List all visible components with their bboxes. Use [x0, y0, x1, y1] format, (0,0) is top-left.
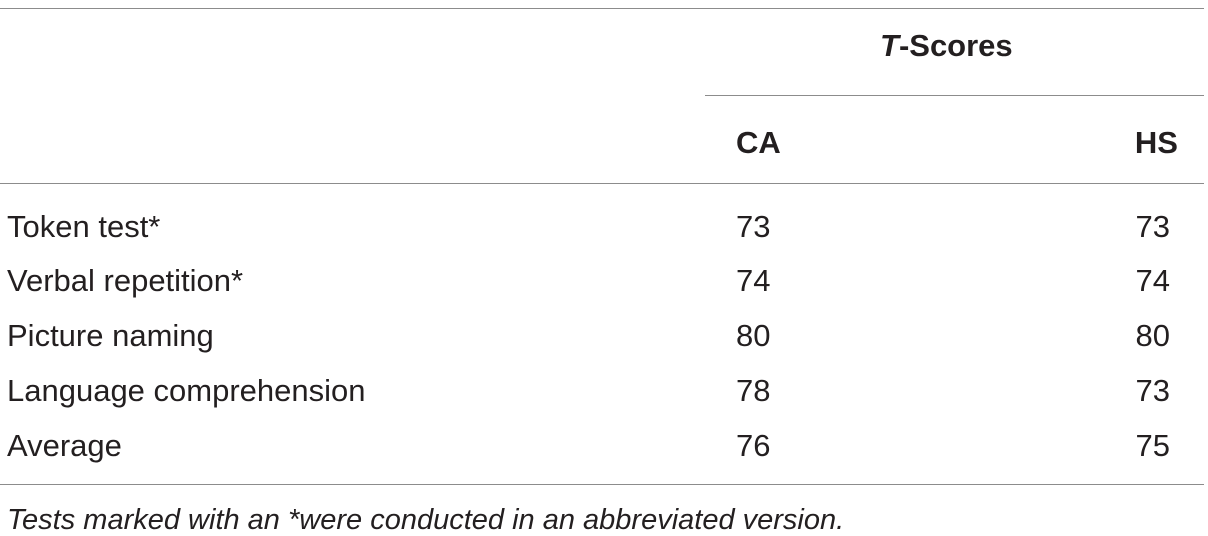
top-rule: [0, 8, 1204, 9]
row-label: Average: [7, 428, 122, 463]
group-rule: [705, 95, 1204, 96]
row-label: Language comprehension: [7, 373, 366, 408]
row-value-hs: 80: [1135, 318, 1170, 353]
row-value-hs: 75: [1135, 428, 1170, 463]
row-value-hs: 73: [1135, 209, 1170, 244]
table-footnote: Tests marked with an *were conducted in …: [7, 504, 845, 536]
header-rule: [0, 183, 1204, 184]
column-header-ca: CA: [736, 125, 781, 160]
row-value-ca: 74: [736, 263, 771, 298]
row-value-ca: 76: [736, 428, 771, 463]
row-value-hs: 73: [1135, 373, 1170, 408]
row-value-hs: 74: [1135, 263, 1170, 298]
t-scores-header: T-Scores: [880, 28, 1013, 63]
row-value-ca: 78: [736, 373, 771, 408]
row-label: Token test*: [7, 209, 161, 244]
column-header-hs: HS: [1134, 125, 1178, 160]
row-label: Verbal repetition*: [7, 263, 244, 298]
row-value-ca: 80: [736, 318, 771, 353]
row-label: Picture naming: [7, 318, 214, 353]
row-value-ca: 73: [736, 209, 771, 244]
bottom-rule: [0, 484, 1204, 485]
